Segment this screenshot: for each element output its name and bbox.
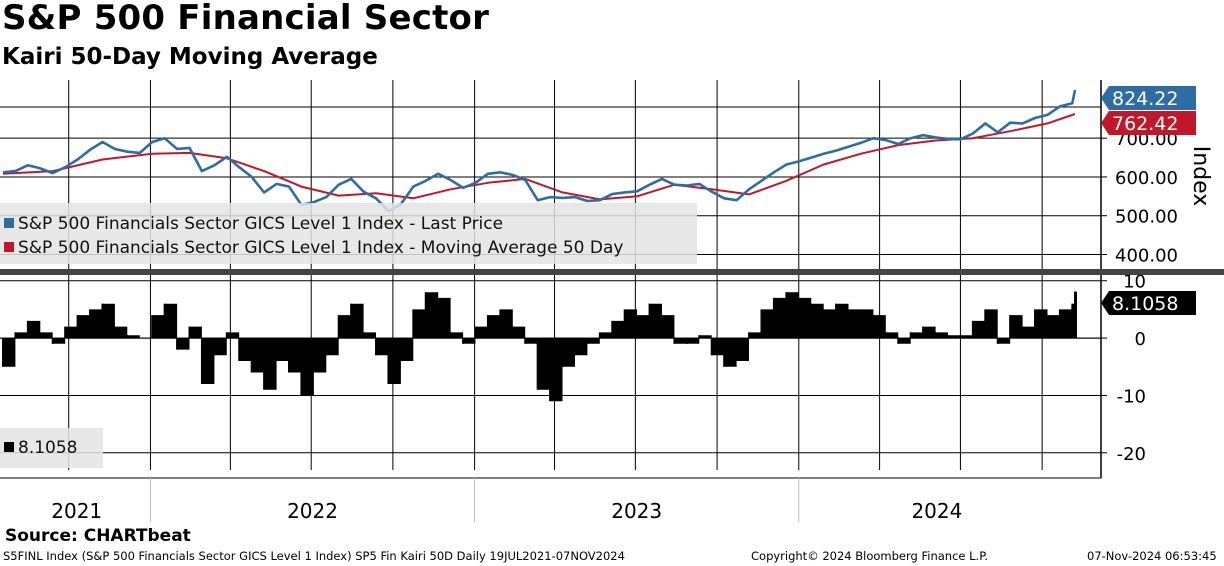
x-axis-year-label: 2023 — [611, 499, 662, 523]
last-price-label-text: 824.22 — [1112, 88, 1178, 110]
x-axis-year-label: 2024 — [911, 499, 962, 523]
footer-timestamp: 07-Nov-2024 06:53:45 — [1087, 549, 1217, 563]
legend-label-kairi: 8.1058 — [18, 438, 78, 458]
source-note: Source: CHARTbeat — [5, 526, 191, 546]
legend-swatch-last-price — [4, 218, 14, 228]
kairi-last-value-label-text: 8.1058 — [1112, 293, 1178, 315]
lower-y-tick-label: 0 — [1135, 329, 1146, 350]
legend-swatch-kairi — [4, 442, 14, 452]
kairi-last-value-label: 8.1058 — [1101, 291, 1196, 315]
upper-y-tick-label: 500.00 — [1115, 207, 1178, 228]
moving-average-label-bg — [1101, 111, 1196, 135]
kairi-histogram — [3, 291, 1077, 402]
moving-average-label: 762.42 — [1101, 111, 1196, 135]
last-price-label-bg — [1101, 86, 1196, 110]
upper-legend: S&P 500 Financials Sector GICS Level 1 I… — [0, 203, 697, 264]
upper-y-tick-label: 600.00 — [1115, 168, 1178, 189]
kairi-last-value-label-bg — [1101, 291, 1196, 315]
upper-y-axis-title: Index — [1188, 146, 1213, 207]
footer-ticker-info: S5FINL Index (S&P 500 Financials Sector … — [3, 549, 625, 563]
upper-y-tick-label: 400.00 — [1115, 245, 1178, 266]
moving-average-label-text: 762.42 — [1112, 113, 1178, 135]
x-axis-year-label: 2022 — [287, 499, 338, 523]
chart-title: S&P 500 Financial Sector — [2, 0, 490, 38]
lower-y-tick-label: -20 — [1117, 444, 1146, 465]
chart-subtitle: Kairi 50-Day Moving Average — [2, 44, 378, 70]
lower-legend: 8.1058 — [0, 428, 103, 468]
legend-entry-kairi: 8.1058 — [4, 438, 77, 458]
series-line-last-price — [2, 89, 1077, 213]
lower-y-tick-label: 10 — [1123, 272, 1146, 293]
last-price-label: 824.22 — [1101, 86, 1196, 110]
footer-copyright: Copyright© 2024 Bloomberg Finance L.P. — [751, 549, 988, 563]
legend-label-moving-average: S&P 500 Financials Sector GICS Level 1 I… — [18, 238, 624, 258]
legend-label-last-price: S&P 500 Financials Sector GICS Level 1 I… — [18, 214, 504, 234]
x-axis-year-label: 2021 — [51, 499, 102, 523]
legend-entry-moving-average: S&P 500 Financials Sector GICS Level 1 I… — [4, 238, 623, 258]
legend-swatch-moving-average — [4, 242, 14, 252]
lower-y-tick-label: -10 — [1117, 386, 1146, 407]
panel-separator — [0, 269, 1224, 275]
series-line-moving-average — [2, 113, 1076, 201]
legend-entry-last-price: S&P 500 Financials Sector GICS Level 1 I… — [4, 214, 503, 234]
